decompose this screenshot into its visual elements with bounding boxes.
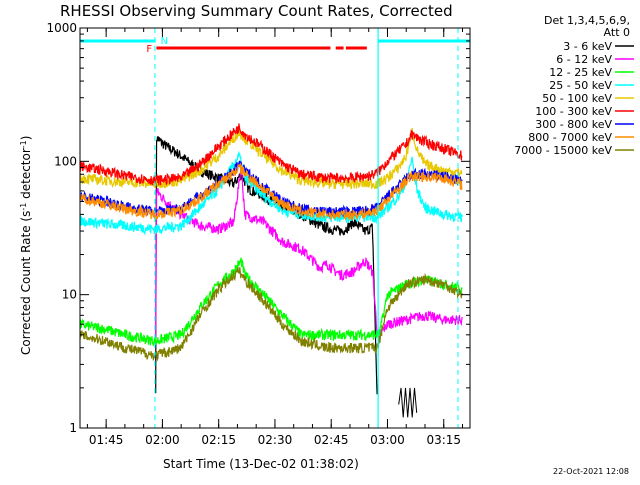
x-axis-label: Start Time (13-Dec-02 01:38:02) xyxy=(163,457,359,471)
y-tick-label-1: 10 xyxy=(62,288,77,302)
legend-label-1: 6 - 12 keV xyxy=(556,53,612,66)
legend-label-2: 12 - 25 keV xyxy=(549,66,612,79)
x-tick-label-0: 01:45 xyxy=(89,433,124,447)
legend-label-4: 50 - 100 keV xyxy=(542,92,612,105)
series-line-8 xyxy=(79,266,463,362)
y-axis-label-c: detector xyxy=(19,148,33,203)
night-label: N xyxy=(161,36,168,47)
legend-label-6: 300 - 800 keV xyxy=(535,118,612,131)
series-line-7 xyxy=(79,162,463,222)
y-tick-label-2: 100 xyxy=(54,154,77,168)
legend-label-7: 800 - 7000 keV xyxy=(528,131,612,144)
y-tick-label-0: 1 xyxy=(69,421,77,435)
x-tick-label-3: 02:30 xyxy=(258,433,293,447)
series-line-6 xyxy=(79,160,463,218)
legend-label-5: 100 - 300 keV xyxy=(535,105,612,118)
series-line-4 xyxy=(79,127,463,190)
x-tick-label-1: 02:00 xyxy=(145,433,180,447)
y-axis-label-exp2: -1 xyxy=(19,140,28,148)
y-tick-label-3: 1000 xyxy=(46,21,77,35)
plot-area: NF xyxy=(79,28,470,428)
y-axis-label-exp1: -1 xyxy=(19,203,28,211)
y-axis-label: Corrected Count Rate (s-1 detector-1) xyxy=(19,136,34,355)
legend-label-0: 3 - 6 keV xyxy=(563,40,612,53)
series-line-1 xyxy=(155,170,463,346)
x-tick-label-6: 03:15 xyxy=(426,433,461,447)
series-line-5 xyxy=(79,123,463,186)
x-tick-label-4: 02:45 xyxy=(314,433,349,447)
x-tick-label-5: 03:00 xyxy=(370,433,405,447)
series-tail-0 xyxy=(398,387,418,418)
footer-timestamp: 22-Oct-2021 12:08 xyxy=(553,467,629,476)
x-tick-label-2: 02:15 xyxy=(201,433,236,447)
series-line-3 xyxy=(79,150,463,236)
legend-header-0: Det 1,3,4,5,6,9, xyxy=(544,14,630,27)
series-line-2 xyxy=(79,257,463,346)
y-axis-label-a: Corrected Count Rate (s xyxy=(19,211,33,355)
legend-label-3: 25 - 50 keV xyxy=(549,79,612,92)
axes: 1 10 100 1000 01:45 02:00 02:15 02:30 02:45 03:00… xyxy=(46,21,471,447)
y-axis-label-e: ) xyxy=(19,136,33,141)
legend-header-1: Att 0 xyxy=(604,26,630,39)
legend-label-8: 7000 - 15000 keV xyxy=(514,144,612,157)
flare-label: F xyxy=(146,44,152,55)
chart-title: RHESSI Observing Summary Count Rates, Co… xyxy=(60,2,453,20)
